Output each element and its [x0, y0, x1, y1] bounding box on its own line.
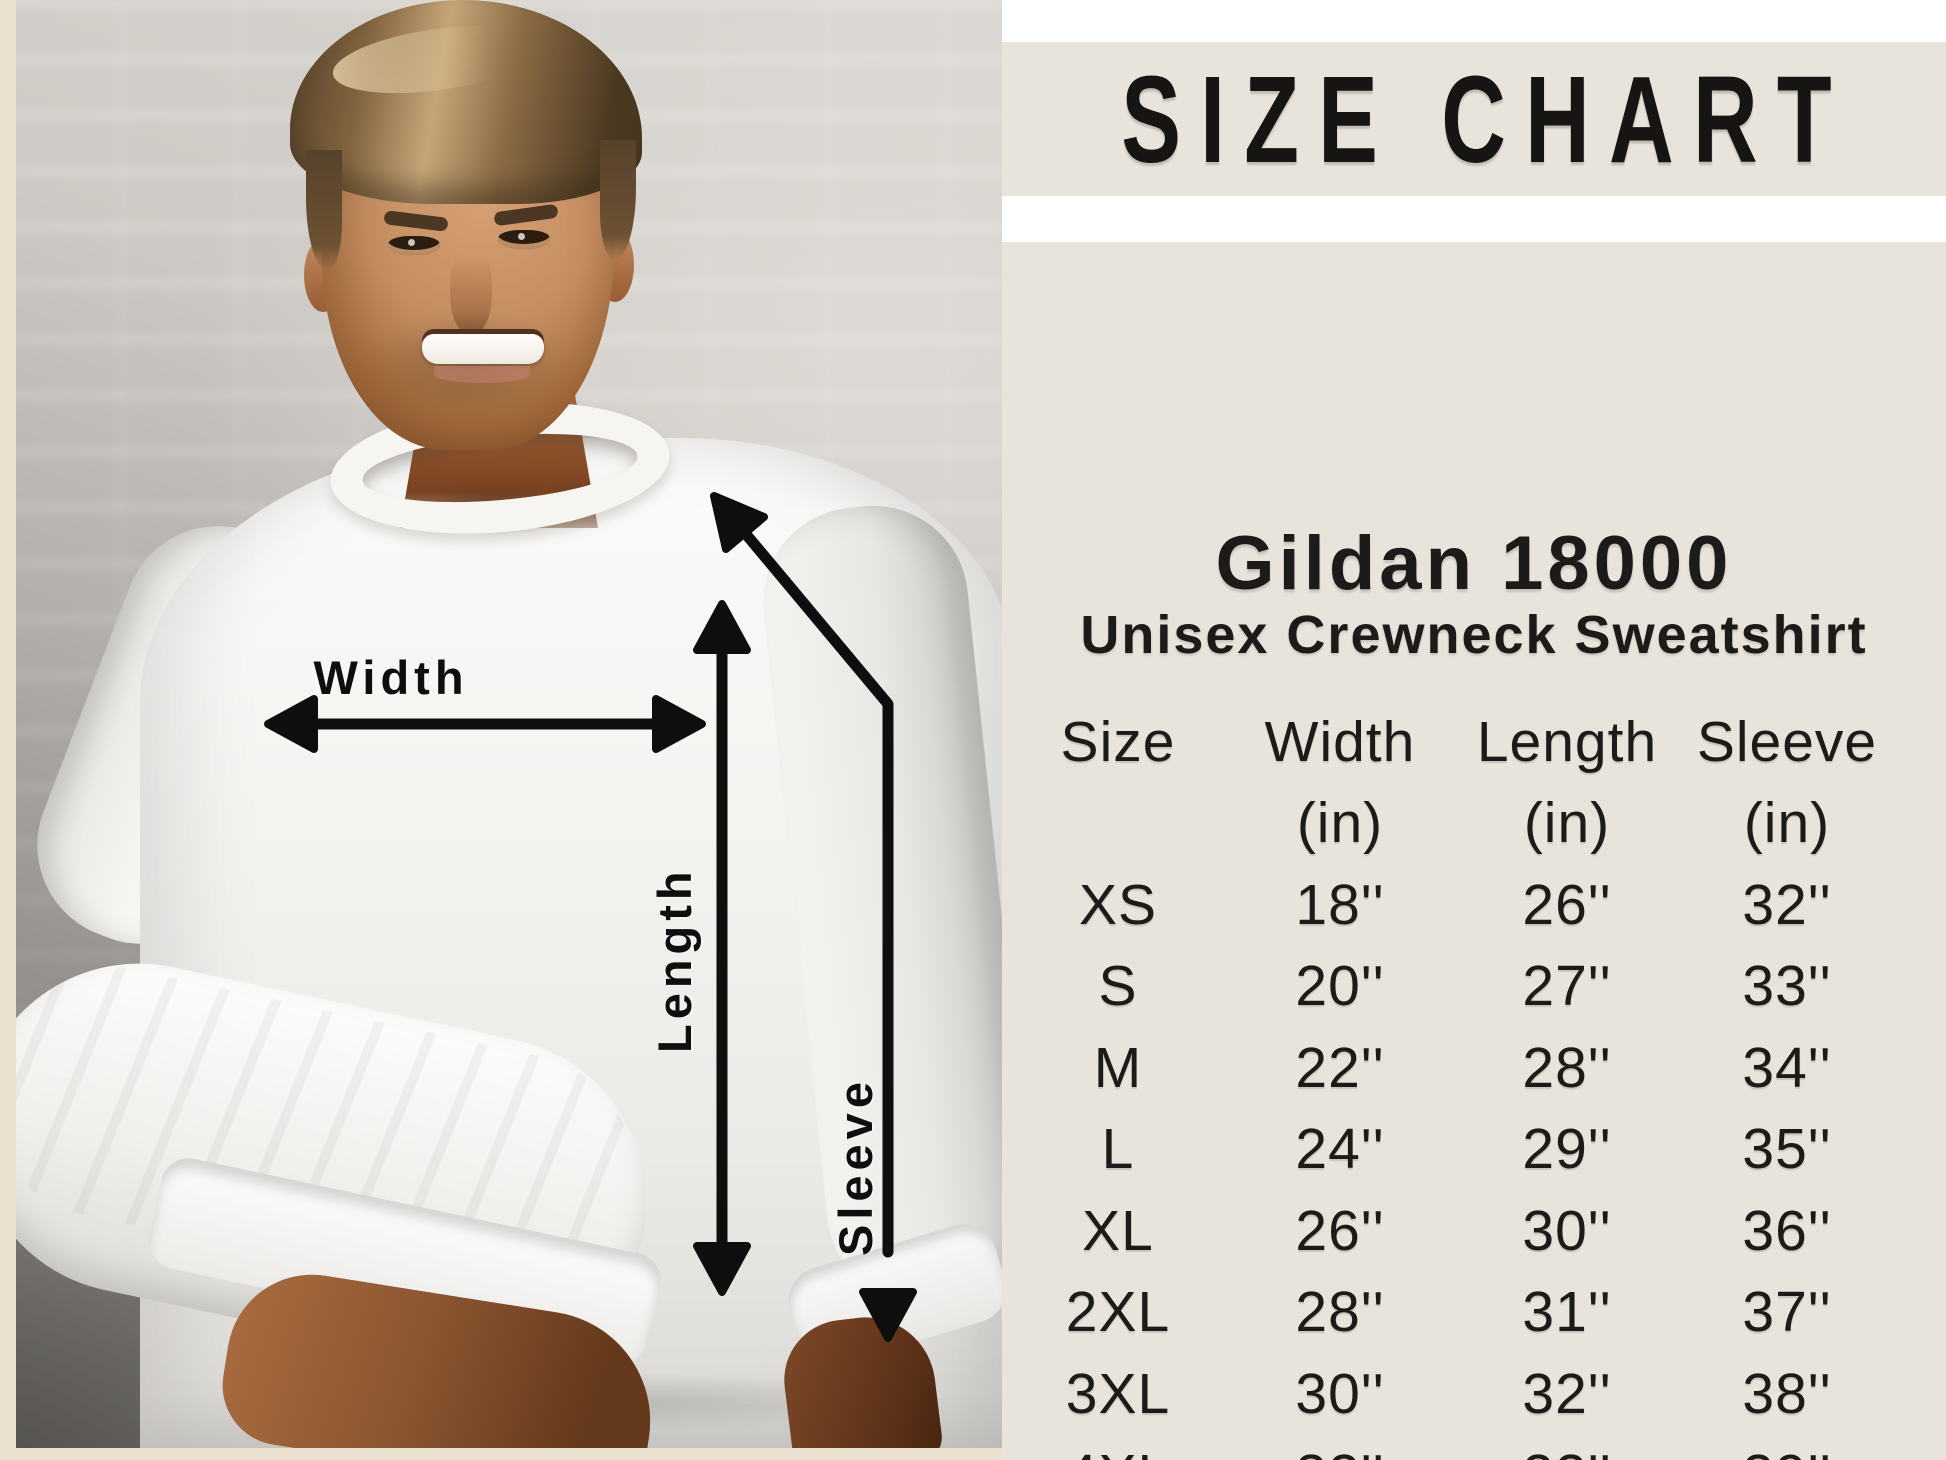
- size-value: 29'': [1522, 1117, 1612, 1182]
- size-value: 26'': [1295, 1198, 1385, 1263]
- product-model-name: Gildan 18000: [1215, 521, 1733, 606]
- width-arrowhead-right: [652, 695, 706, 753]
- size-value: 26'': [1522, 872, 1612, 937]
- size-value: 31'': [1522, 1280, 1612, 1345]
- nose: [450, 246, 492, 334]
- size-value: 33'': [1742, 954, 1832, 1019]
- lower-lip: [434, 366, 530, 383]
- table-row: XL 26'' 30'' 36'': [1002, 1190, 1946, 1272]
- size-value: 36'': [1742, 1198, 1832, 1263]
- table-unit-row: (in) (in) (in): [1002, 783, 1946, 865]
- size-value: 35'': [1742, 1117, 1832, 1182]
- size-value: 39'': [1688, 1442, 1886, 1460]
- size-value: 38'': [1742, 1361, 1832, 1426]
- measurement-arrows: [264, 492, 917, 1342]
- table-row: 4XL32''33''39'': [1002, 1435, 1946, 1460]
- size-label: M: [1093, 1035, 1143, 1100]
- hair-sideburn: [306, 150, 342, 270]
- width-arrowhead-left: [264, 695, 318, 753]
- column-header-size: Size: [1060, 709, 1176, 774]
- sleeve-arrowhead-top: [710, 492, 768, 553]
- size-value: 20'': [1295, 954, 1385, 1019]
- length-arrowhead-bottom: [693, 1242, 751, 1296]
- size-value: 33'': [1446, 1442, 1688, 1460]
- column-header-sleeve: Sleeve: [1696, 709, 1878, 774]
- size-label: 3XL: [1065, 1361, 1171, 1426]
- eye: [388, 236, 440, 255]
- sleeve-arrow-line: [739, 527, 894, 1258]
- size-value: 32'': [1742, 872, 1832, 937]
- size-value: 32'': [1234, 1442, 1446, 1460]
- size-value: 28'': [1522, 1035, 1612, 1100]
- neck-shadow: [418, 488, 582, 532]
- size-chart-body: Gildan 18000 Unisex Crewneck Sweatshirt …: [1002, 242, 1946, 1460]
- table-row: M 22'' 28'' 34'': [1002, 1027, 1946, 1109]
- size-value: 34'': [1742, 1035, 1832, 1100]
- table-row: 3XL 30'' 32'' 38'': [1002, 1353, 1946, 1435]
- size-table: Size Width Length Sleeve (in) (in) (in) …: [1002, 701, 1946, 1460]
- size-label: XL: [1082, 1198, 1154, 1263]
- size-value: 37'': [1742, 1280, 1832, 1345]
- table-row: XS 18'' 26'' 32'': [1002, 864, 1946, 946]
- size-value: 30'': [1522, 1198, 1612, 1263]
- sleeve-measure-label: Sleeve: [829, 1077, 882, 1257]
- size-value: 28'': [1295, 1280, 1385, 1345]
- photo-left-border: [0, 0, 16, 1460]
- size-value: 27'': [1522, 954, 1612, 1019]
- size-value: 18'': [1295, 872, 1385, 937]
- sleeve-arrowhead-bottom: [859, 1288, 917, 1342]
- size-value: 22'': [1295, 1035, 1385, 1100]
- product-photo: Width Length Sleeve: [0, 0, 1002, 1460]
- table-row: S 20'' 27'' 33'': [1002, 946, 1946, 1028]
- width-measure-label: Width: [313, 651, 469, 704]
- product-type: Unisex Crewneck Sweatshirt: [1080, 605, 1868, 665]
- unit-cell: (in): [1743, 791, 1831, 856]
- smile: [422, 334, 544, 364]
- size-label: XS: [1078, 872, 1158, 937]
- title-band: SIZE CHART: [1002, 42, 1946, 196]
- column-header-length: Length: [1476, 709, 1658, 774]
- size-table-rows: XS 18'' 26'' 32'' S 20'' 27'' 33'' M 22'' 28'' 34''…: [1002, 864, 1946, 1460]
- size-value: 32'': [1522, 1361, 1612, 1426]
- size-chart-panel: SIZE CHART Gildan 18000 Unisex Crewneck …: [1002, 0, 1946, 1460]
- table-row: L 24'' 29'' 35'': [1002, 1109, 1946, 1191]
- table-row: 2XL 28'' 31'' 37'': [1002, 1272, 1946, 1354]
- size-value: 24'': [1295, 1117, 1385, 1182]
- length-arrowhead-top: [693, 600, 751, 654]
- photo-bottom-border: [0, 1448, 1002, 1460]
- column-header-width: Width: [1264, 709, 1416, 774]
- eye: [498, 230, 550, 249]
- size-label: S: [1098, 954, 1138, 1019]
- size-label: 4XL: [1002, 1442, 1234, 1460]
- table-header-row: Size Width Length Sleeve: [1002, 701, 1946, 783]
- size-value: 30'': [1295, 1361, 1385, 1426]
- page-title: SIZE CHART: [1121, 50, 1851, 188]
- size-label: 2XL: [1065, 1280, 1171, 1345]
- length-measure-label: Length: [648, 866, 701, 1054]
- unit-cell: (in): [1523, 791, 1611, 856]
- unit-cell: (in): [1296, 791, 1384, 856]
- size-label: L: [1101, 1117, 1135, 1182]
